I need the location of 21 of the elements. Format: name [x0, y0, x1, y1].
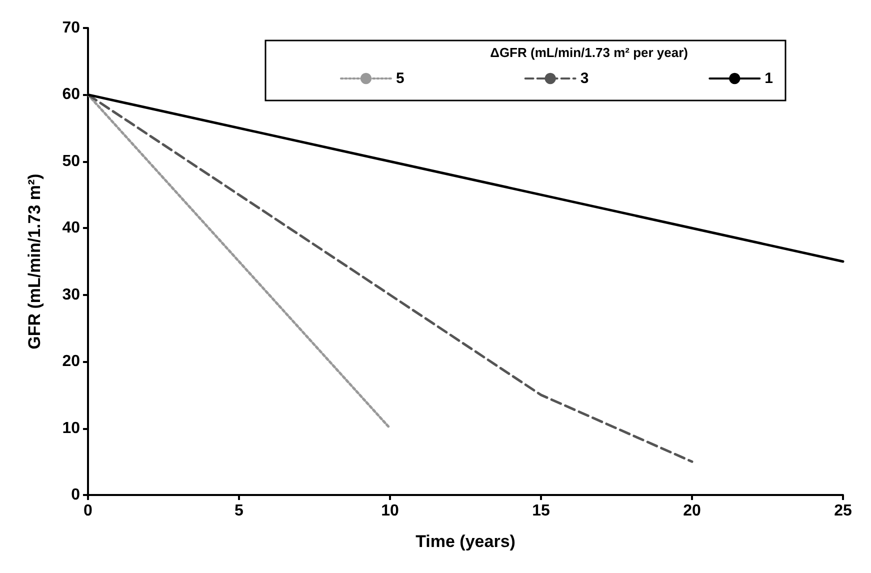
x-tick-label: 15: [532, 502, 550, 520]
legend-label: 1: [764, 70, 773, 87]
x-tick-label: 0: [84, 502, 93, 520]
y-tick-label: 60: [62, 86, 80, 104]
x-tick-label: 10: [381, 502, 399, 520]
x-tick-label: 5: [234, 502, 244, 520]
y-axis-title: GFR (mL/min/1.73 m²): [25, 174, 44, 350]
line-series: [86, 93, 694, 463]
y-tick-label: 30: [62, 286, 80, 304]
x-tick-label: 20: [683, 502, 701, 520]
y-tick-label: 10: [62, 420, 80, 437]
y-tick-label: 70: [62, 20, 80, 36]
y-tick-label: 20: [62, 353, 80, 370]
legend-label: 3: [580, 70, 589, 87]
x-axis-title: Time (years): [416, 532, 516, 551]
legend-label: 5: [396, 70, 404, 87]
x-tick-label: 25: [834, 502, 852, 520]
y-tick-label: 50: [62, 152, 80, 170]
y-tick-label: 40: [62, 220, 80, 237]
legend-title: ΔGFR (mL/min/1.73 m² per year): [490, 45, 688, 60]
y-tick-label: 0: [71, 486, 80, 504]
